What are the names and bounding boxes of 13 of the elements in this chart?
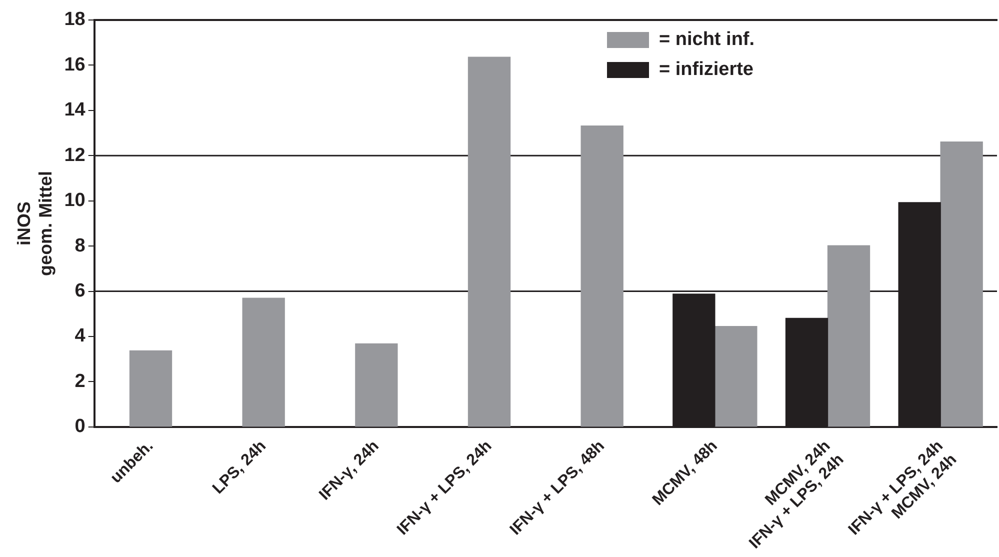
y-tick-label: 8	[74, 235, 86, 256]
y-tick-label: 10	[64, 190, 86, 212]
y-tick-label: 4	[74, 326, 86, 347]
y-tick-label: 14	[64, 100, 86, 121]
y-tick-label: 16	[64, 54, 86, 76]
y-tick-label: 18	[64, 9, 86, 30]
legend-label: = nicht inf.	[659, 29, 755, 50]
y-tick-label: 2	[74, 370, 86, 392]
y-tick-label: 12	[64, 144, 86, 166]
y-tick-label: 0	[74, 416, 86, 438]
y-tick-label: 6	[74, 280, 86, 302]
y-axis-title: iNOS geom. Mittel	[14, 170, 56, 276]
legend-label: = infizierte	[659, 59, 754, 80]
